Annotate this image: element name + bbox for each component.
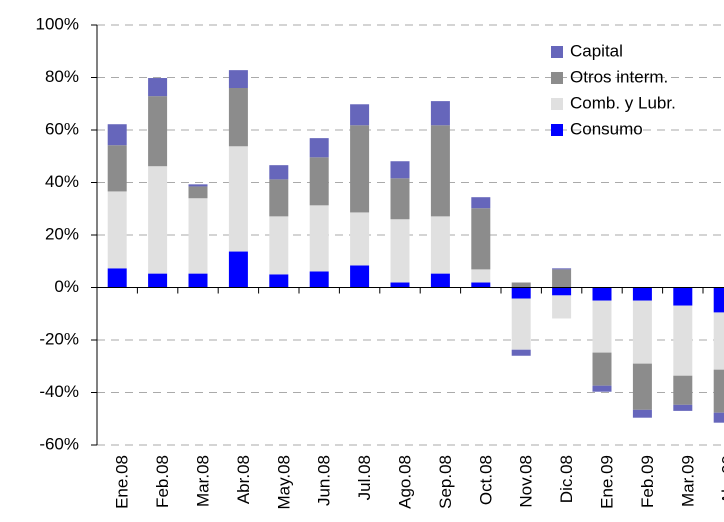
bar-segment [107, 191, 127, 269]
y-tick-label: 0% [54, 277, 79, 296]
bar-segment [228, 70, 248, 88]
y-tick-label: 40% [45, 172, 79, 191]
bar-segment [511, 349, 531, 356]
y-tick-label: 60% [45, 119, 79, 138]
bar-segment [390, 282, 410, 288]
x-tick-label: Ene.08 [113, 455, 132, 509]
x-tick-label: Mar.08 [193, 455, 212, 507]
bar-segment [188, 198, 208, 274]
bar-segment [148, 78, 168, 97]
x-tick-label: Ago.08 [395, 455, 414, 509]
bar-segment [107, 268, 127, 288]
bar-segment [632, 300, 652, 364]
y-tick-label: -20% [39, 329, 79, 348]
bar-segment [632, 287, 652, 301]
legend-swatch [551, 46, 563, 58]
bar-segment [148, 273, 168, 288]
bar-segment [713, 287, 724, 313]
bar-segment [673, 404, 693, 411]
bar-segment [673, 375, 693, 405]
bar-segment [350, 212, 370, 266]
bar-segment [552, 287, 572, 296]
bar-segment [552, 268, 572, 270]
bar-segment [552, 269, 572, 288]
bar-segment [471, 282, 491, 288]
bar-segment [309, 205, 329, 272]
bar-segment [511, 298, 531, 350]
bar-segment [390, 219, 410, 283]
bar-segment [592, 385, 612, 392]
bar-segment [107, 145, 127, 192]
bar-segment [471, 269, 491, 283]
bar-segment [309, 271, 329, 288]
y-tick-label: 20% [45, 224, 79, 243]
bar-segment [471, 208, 491, 270]
x-tick-label: Jul.08 [355, 455, 374, 500]
bar-segment [269, 179, 289, 217]
bar-segment [471, 197, 491, 209]
bar-segment [430, 101, 450, 126]
bar-segment [673, 287, 693, 306]
y-tick-label: -60% [39, 434, 79, 453]
bar-segment [511, 287, 531, 299]
bar-segment [228, 146, 248, 252]
bar-segment [592, 287, 612, 301]
x-tick-label: May.08 [274, 455, 293, 510]
bar-segment [713, 312, 724, 370]
y-tick-label: 80% [45, 67, 79, 86]
legend-label: Comb. y Lubr. [570, 93, 676, 112]
y-tick-label: -40% [39, 382, 79, 401]
legend-swatch [551, 124, 563, 136]
bar-segment [430, 216, 450, 274]
legend-label: Capital [570, 41, 623, 60]
x-tick-label: Nov.08 [517, 455, 536, 508]
x-tick-label: Mar.09 [678, 455, 697, 507]
bar-segment [148, 166, 168, 274]
bar-segment [148, 96, 168, 167]
x-tick-label: Oct.08 [476, 455, 495, 505]
x-tick-label: Feb.08 [153, 455, 172, 508]
bar-segment [107, 124, 127, 146]
bar-segment [350, 265, 370, 288]
bar-segment [269, 274, 289, 288]
bar-segment [430, 125, 450, 217]
bar-segment [390, 161, 410, 179]
legend-swatch [551, 98, 563, 110]
bar-segment [269, 165, 289, 180]
bar-segment [188, 186, 208, 199]
bar-segment [269, 216, 289, 275]
bar-segment [632, 363, 652, 410]
x-tick-label: Jun.08 [315, 455, 334, 506]
x-tick-label: Dic.08 [557, 455, 576, 503]
x-tick-label: Sep.08 [436, 455, 455, 509]
bar-segment [592, 300, 612, 353]
bar-segment [673, 305, 693, 376]
bar-segment [713, 369, 724, 413]
legend-label: Otros interm. [570, 67, 668, 86]
bar-segment [309, 138, 329, 158]
bar-segment [430, 273, 450, 288]
bar-segment [552, 295, 572, 319]
bar-segment [632, 409, 652, 418]
bar-segment [188, 184, 208, 187]
bar-segment [309, 157, 329, 206]
bar-segment [713, 412, 724, 423]
x-tick-label: Abr.09 [719, 455, 724, 504]
x-tick-label: Feb.09 [638, 455, 657, 508]
bar-segment [511, 282, 531, 288]
y-tick-label: 100% [36, 14, 79, 33]
legend-swatch [551, 72, 563, 84]
bar-segment [350, 125, 370, 213]
bar-segment [228, 88, 248, 147]
bar-segment [228, 251, 248, 288]
bar-segment [350, 104, 370, 126]
x-tick-label: Ene.09 [597, 455, 616, 509]
bar-segment [592, 352, 612, 386]
bar-segment [188, 273, 208, 288]
legend-label: Consumo [570, 119, 643, 138]
x-tick-label: Abr.08 [234, 455, 253, 504]
bar-segment [390, 178, 410, 220]
